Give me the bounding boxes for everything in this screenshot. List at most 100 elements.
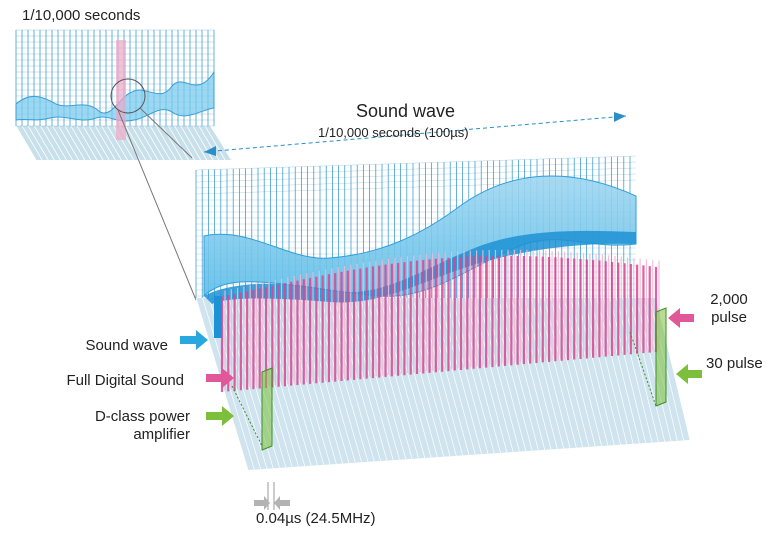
frequency-label: 0.04µs (24.5MHz)	[256, 510, 376, 527]
floor-line	[267, 297, 318, 466]
floor-line	[609, 297, 647, 444]
floor-line	[359, 297, 407, 460]
sound-wave-arrow	[180, 330, 208, 350]
inset-floor-line	[174, 125, 195, 161]
inset-floor-line	[137, 125, 159, 161]
inset-floor-line	[58, 125, 80, 161]
floor-line	[465, 297, 508, 453]
floor-line	[386, 297, 432, 458]
inset-floor-line	[70, 125, 92, 161]
grid-line	[195, 167, 637, 183]
main-title: Sound wave	[356, 101, 456, 121]
pulse-2000-arrow	[668, 308, 694, 328]
floor-line	[438, 297, 482, 455]
floor-line	[294, 297, 344, 464]
inset-floor-line	[94, 125, 116, 161]
floor-line	[622, 297, 659, 443]
floor-line	[254, 297, 306, 467]
inset-wave	[15, 70, 215, 122]
inset-floor-line	[186, 125, 208, 161]
floor-line	[366, 297, 413, 459]
inset-floor-line	[162, 125, 183, 161]
floor-line	[635, 297, 672, 442]
floor-line	[458, 297, 501, 453]
span-arrow-left	[204, 146, 216, 156]
inset-floor-line	[107, 125, 128, 161]
dclass-dash-left	[231, 385, 263, 447]
inset-floor-line	[76, 125, 98, 161]
zoom-line-bottom	[117, 109, 197, 301]
time-range-label: 1/10,000 seconds (100µs)	[318, 125, 469, 140]
dclass-pulse-right	[655, 307, 667, 407]
freq-arrow-right	[274, 496, 290, 510]
inset-floor-line	[149, 125, 171, 161]
floor-line	[603, 297, 640, 444]
inset-floor-line	[155, 125, 177, 161]
inset-floor-line	[82, 125, 104, 161]
inset-floor-line	[101, 125, 122, 161]
floor-line	[629, 297, 666, 442]
floor-line	[373, 297, 419, 459]
floor-line	[287, 297, 337, 465]
zoom-line-top	[139, 107, 193, 159]
inset-title: 1/10,000 seconds	[22, 7, 141, 24]
floor-line	[543, 297, 583, 448]
inset-floor-line	[46, 125, 67, 161]
inset-floor-line	[168, 125, 189, 161]
full-digital-arrow	[206, 368, 234, 388]
inset-floor-line	[15, 125, 37, 161]
freq-arrow-left	[254, 496, 270, 510]
legend-arrows	[180, 308, 702, 426]
floor-line	[425, 297, 470, 456]
inset-floor-line	[27, 125, 49, 161]
span-arrow-line	[203, 115, 627, 153]
floor-line	[432, 297, 476, 455]
floor-line	[445, 297, 489, 454]
full-digital-pulses	[220, 249, 660, 392]
floor-line	[563, 297, 602, 447]
sound-wave-dark-edge	[204, 230, 636, 304]
inset-floor-line	[21, 125, 43, 161]
inset-floor-line	[143, 125, 165, 161]
main-panel	[195, 112, 691, 510]
pulse-30-label: 30 pulse	[706, 355, 763, 372]
inset-panel	[15, 29, 232, 301]
grid-line	[195, 161, 637, 177]
span-arrow-right	[614, 112, 626, 122]
floor-line	[550, 297, 590, 447]
inset-floor-line	[192, 125, 214, 161]
floor-line	[379, 297, 426, 459]
floor-line	[281, 297, 331, 465]
floor-line	[274, 297, 325, 465]
grid-line	[195, 155, 637, 171]
floor-line	[530, 297, 571, 449]
inset-floor-lines	[15, 125, 232, 161]
floor-line	[537, 297, 577, 448]
inset-floor-line	[40, 125, 61, 161]
legend-dclass-amplifier: D-class power amplifier	[94, 408, 190, 443]
dclass-dash-right	[629, 331, 657, 407]
inset-floor-line	[204, 125, 226, 161]
floor-line	[616, 297, 653, 443]
floor-line	[557, 297, 596, 447]
inset-pink-slice	[116, 40, 126, 140]
inset-floor-line	[64, 125, 86, 161]
legend-full-digital-sound: Full Digital Sound	[66, 372, 184, 389]
dclass-pulse-left	[261, 367, 273, 451]
inset-floor-line	[210, 125, 232, 161]
legend-sound-wave: Sound wave	[85, 337, 168, 354]
inset-magnifier-circle	[110, 78, 146, 114]
pulse-30-arrow	[676, 364, 702, 384]
inset-floor-line	[88, 125, 110, 161]
inset-floor-line	[131, 125, 153, 161]
inset-floor-line	[52, 125, 73, 161]
floor-line	[451, 297, 495, 454]
inset-floor-line	[33, 125, 55, 161]
inset-floor-line	[125, 125, 147, 161]
sound-wave-marker	[214, 296, 222, 338]
inset-floor-line	[180, 125, 202, 161]
pulse-2000-label: 2,000 pulse	[710, 291, 748, 326]
floor-line	[261, 297, 312, 466]
